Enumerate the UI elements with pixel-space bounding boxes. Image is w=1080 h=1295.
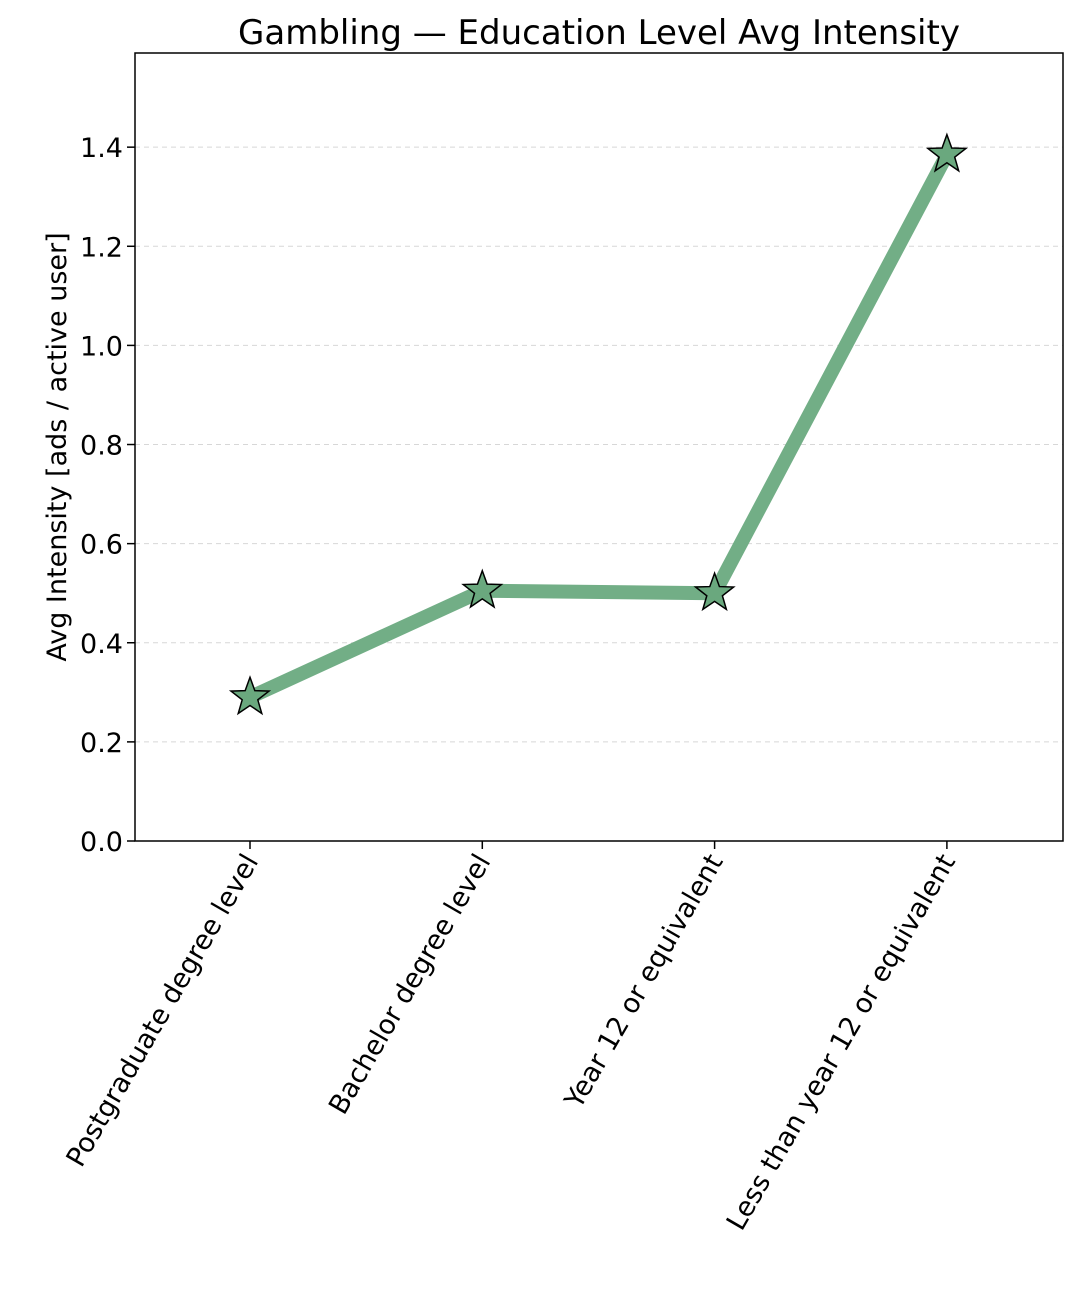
data-point-star [925, 132, 969, 173]
y-tick-label: 1.0 [80, 331, 123, 362]
x-axis: Postgraduate degree level Bachelor degree… [61, 841, 962, 1236]
x-tick-label: Postgraduate degree level [61, 849, 265, 1172]
x-tick-label: Bachelor degree level [323, 849, 497, 1120]
series-layer [228, 132, 969, 716]
y-tick-label: 0.6 [80, 530, 123, 561]
data-point-star [693, 570, 736, 612]
y-tick-label: 0.4 [80, 629, 123, 660]
y-tick-label: 0.2 [80, 728, 123, 759]
x-tick-label: Less than year 12 or equivalent [721, 849, 962, 1236]
y-tick-label: 0.0 [80, 827, 123, 858]
series-line [243, 147, 954, 705]
data-point-star [461, 568, 504, 609]
chart-title: Gambling — Education Level Avg Intensity [238, 13, 960, 53]
y-tick-label: 1.2 [80, 232, 123, 263]
y-tick-label: 0.8 [80, 431, 123, 462]
y-tick-label: 1.4 [80, 133, 123, 164]
y-axis-label: Avg Intensity [ads / active user] [42, 232, 73, 661]
data-point-star [228, 675, 272, 716]
plot-frame [134, 52, 1064, 842]
grid-lines [135, 146, 1063, 743]
x-tick-label: Year 12 or equivalent [559, 849, 730, 1114]
y-axis: 0.0 0.2 0.4 0.6 0.8 1.0 1.2 1.4 [80, 133, 135, 858]
